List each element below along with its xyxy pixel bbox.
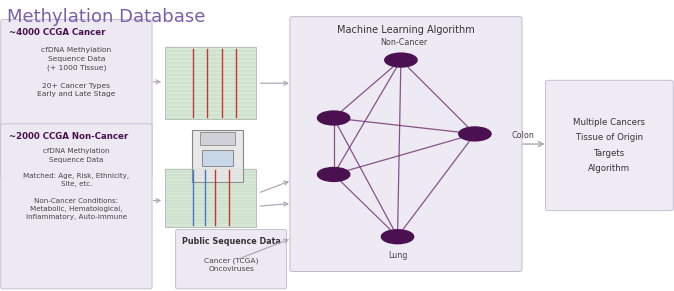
Text: Public Sequence Data: Public Sequence Data xyxy=(181,237,280,246)
Bar xyxy=(166,47,256,119)
Text: cfDNA Methylation
Sequence Data
(+ 1000 Tissue)

20+ Cancer Types
Early and Late: cfDNA Methylation Sequence Data (+ 1000 … xyxy=(37,47,115,97)
Bar xyxy=(166,169,256,227)
Text: Non-Cancer: Non-Cancer xyxy=(381,38,428,47)
Text: Methylation Database: Methylation Database xyxy=(7,8,206,26)
Text: ~2000 CCGA Non-Cancer: ~2000 CCGA Non-Cancer xyxy=(9,132,129,141)
Circle shape xyxy=(385,53,417,67)
Text: Multiple Cancers
Tissue of Origin
Targets
Algorithm: Multiple Cancers Tissue of Origin Target… xyxy=(574,118,646,173)
FancyBboxPatch shape xyxy=(175,230,286,289)
FancyBboxPatch shape xyxy=(290,17,522,272)
Bar xyxy=(200,132,235,145)
FancyBboxPatch shape xyxy=(1,124,152,289)
Text: Machine Learning Algorithm: Machine Learning Algorithm xyxy=(337,25,474,35)
Circle shape xyxy=(459,127,491,141)
Text: Lung: Lung xyxy=(388,251,407,260)
Text: ~4000 CCGA Cancer: ~4000 CCGA Cancer xyxy=(9,28,106,37)
Circle shape xyxy=(317,168,350,181)
Bar xyxy=(192,129,243,182)
FancyBboxPatch shape xyxy=(545,80,673,211)
Text: Colon: Colon xyxy=(512,131,534,140)
FancyBboxPatch shape xyxy=(1,19,152,179)
Circle shape xyxy=(317,111,350,125)
Bar xyxy=(202,150,233,166)
Text: cfDNA Methylation
Sequence Data

Matched: Age, Risk, Ethnicity,
Site, etc.

Non-: cfDNA Methylation Sequence Data Matched:… xyxy=(24,148,129,220)
Text: Cancer (TCGA)
Oncoviruses: Cancer (TCGA) Oncoviruses xyxy=(204,258,258,272)
Circle shape xyxy=(381,230,414,244)
